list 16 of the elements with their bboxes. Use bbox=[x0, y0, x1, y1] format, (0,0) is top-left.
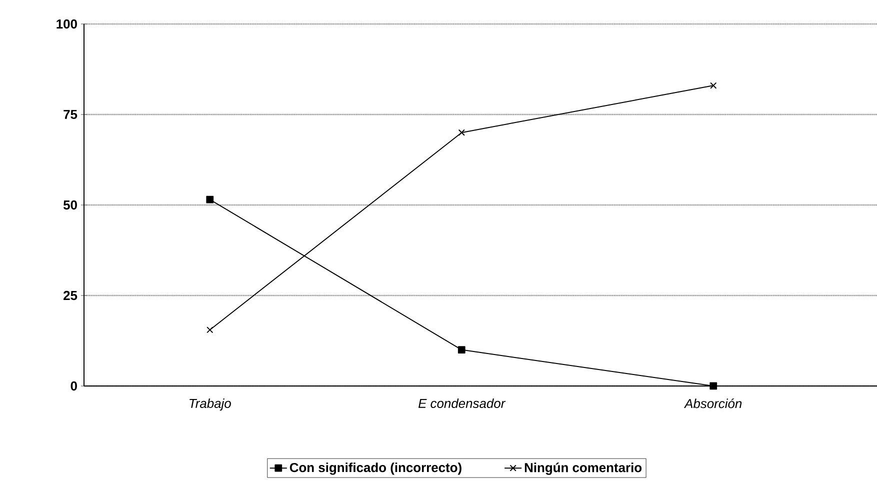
x-tick-label: E condensador bbox=[418, 398, 506, 408]
x-tick-label: Trabajo bbox=[190, 398, 231, 411]
point bbox=[458, 346, 466, 354]
legend-label: Con significado (incorrecto) bbox=[290, 462, 462, 475]
point bbox=[206, 326, 214, 334]
x-tick-label: Absorción bbox=[684, 398, 742, 408]
point bbox=[206, 196, 214, 204]
y-tick-label: 100 bbox=[56, 19, 77, 29]
y-tick-label: 50 bbox=[63, 200, 77, 210]
y-tick-label: 75 bbox=[64, 110, 78, 120]
y-tick-label: 0 bbox=[70, 381, 77, 391]
point bbox=[710, 82, 717, 89]
legend-label: Ningún comentario bbox=[524, 462, 642, 475]
point bbox=[458, 129, 465, 136]
y-tick-label: 25 bbox=[64, 290, 78, 300]
point bbox=[710, 382, 718, 390]
